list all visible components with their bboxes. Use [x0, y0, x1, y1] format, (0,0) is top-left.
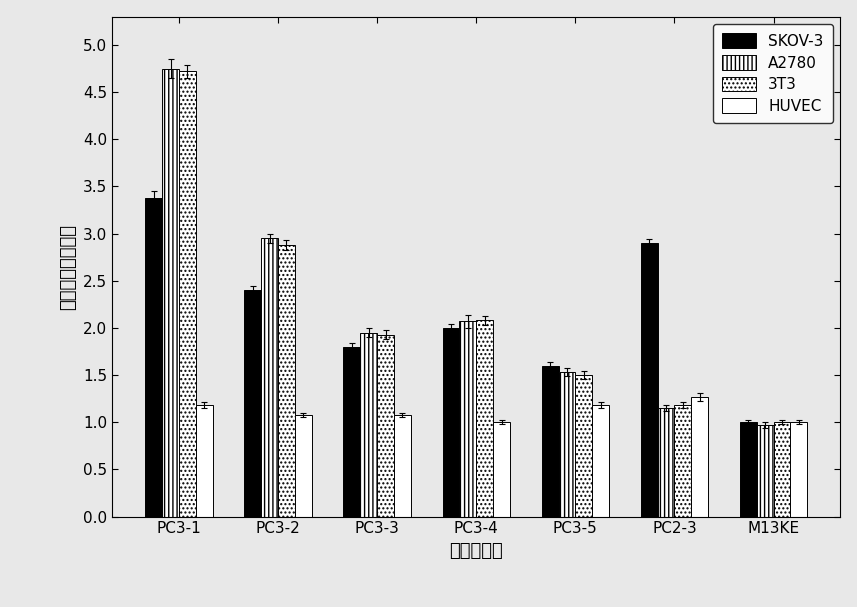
Bar — [692, 397, 708, 517]
Bar — [377, 334, 394, 517]
Bar — [476, 320, 493, 517]
Y-axis label: 噬菌体的相对结合: 噬菌体的相对结合 — [59, 223, 77, 310]
Bar — [575, 375, 592, 517]
Bar — [559, 372, 575, 517]
Bar — [493, 422, 510, 517]
Bar — [774, 422, 790, 517]
Bar — [740, 422, 757, 517]
Bar — [295, 415, 312, 517]
Bar — [674, 405, 692, 517]
Bar — [442, 328, 459, 517]
Bar — [592, 405, 609, 517]
Bar — [542, 365, 559, 517]
Bar — [146, 198, 162, 517]
Bar — [195, 405, 213, 517]
Bar — [179, 72, 195, 517]
Bar — [394, 415, 411, 517]
Bar — [657, 408, 674, 517]
X-axis label: 噬菌体克隆: 噬菌体克隆 — [449, 542, 503, 560]
Bar — [757, 425, 774, 517]
Bar — [459, 321, 476, 517]
Bar — [641, 243, 657, 517]
Bar — [278, 245, 295, 517]
Bar — [162, 69, 179, 517]
Bar — [244, 290, 261, 517]
Bar — [344, 347, 360, 517]
Bar — [261, 239, 278, 517]
Legend: SKOV-3, A2780, 3T3, HUVEC: SKOV-3, A2780, 3T3, HUVEC — [713, 24, 833, 123]
Bar — [360, 333, 377, 517]
Bar — [790, 422, 807, 517]
